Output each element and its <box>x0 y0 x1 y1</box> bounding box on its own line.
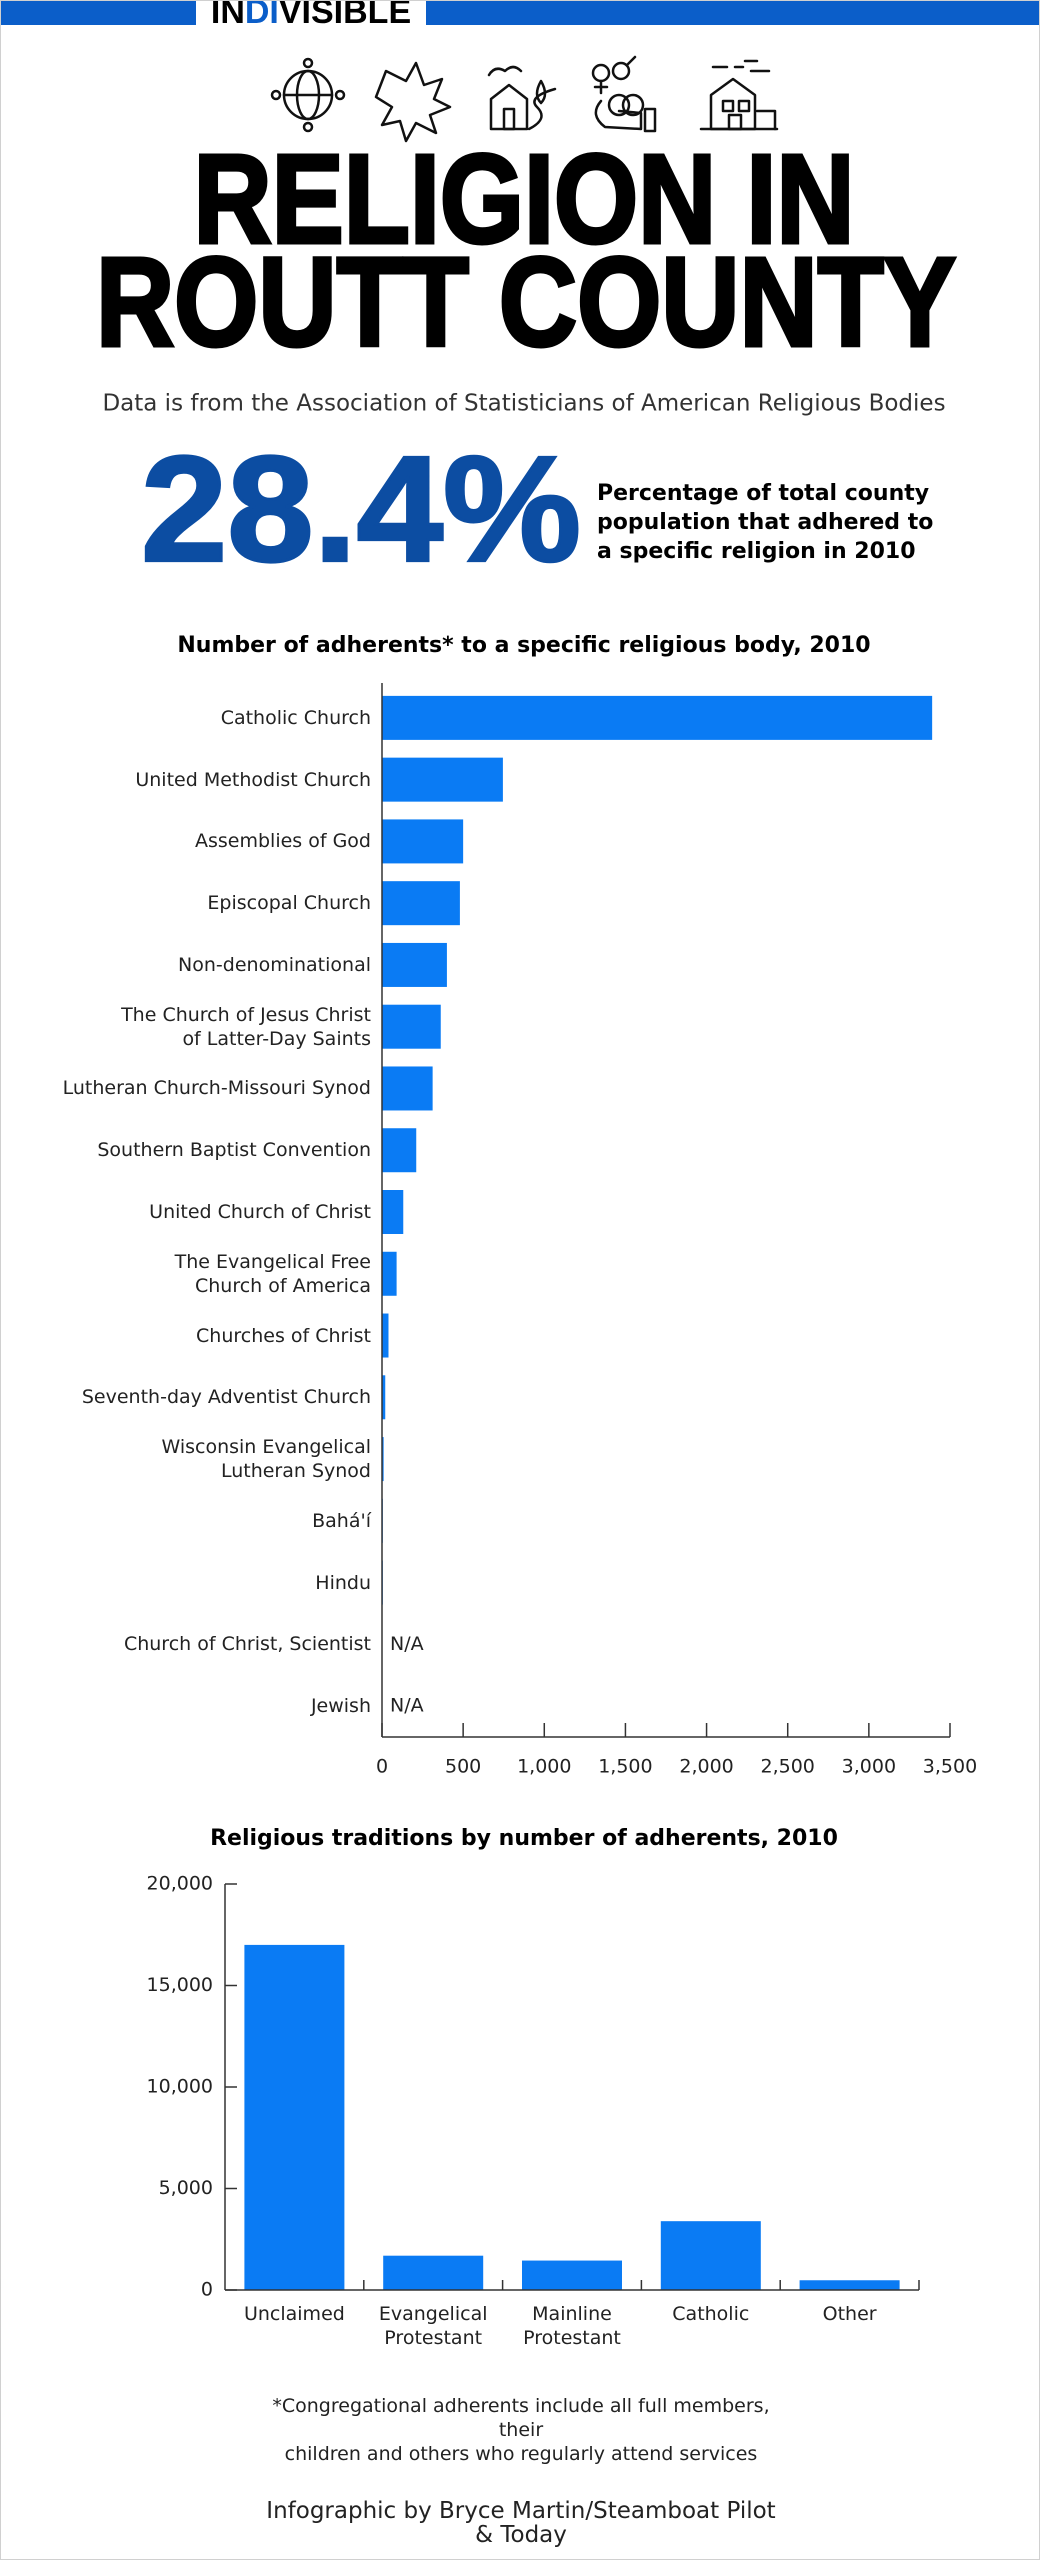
category-label: Catholic Church <box>220 706 371 729</box>
category-label: Jewish <box>310 1695 371 1718</box>
category-label: Evangelical Protestant <box>378 2303 488 2349</box>
category-label: The Evangelical Free Church of America <box>174 1250 371 1297</box>
category-label: Other <box>822 2303 877 2325</box>
category-label: Seventh-day Adventist Church <box>81 1386 371 1409</box>
value-label: N/A <box>390 1695 424 1717</box>
header-bar <box>1 1 196 25</box>
bar <box>522 2260 622 2290</box>
bar <box>382 695 933 740</box>
bar <box>244 1944 345 2290</box>
chart-title: Number of adherents* to a specific relig… <box>177 633 870 658</box>
category-label: Unclaimed <box>243 2303 345 2325</box>
highlight-text: population that adhered to <box>597 510 933 535</box>
header-bar <box>426 1 1039 25</box>
category-label: The Church of Jesus Christ of Latter-Day… <box>121 1003 371 1050</box>
x-tick-label: 1,000 <box>517 1756 571 1778</box>
bar <box>382 1251 397 1296</box>
bar <box>660 2221 761 2290</box>
y-tick-label: 20,000 <box>147 1873 213 1895</box>
category-label: Wisconsin Evangelical Lutheran Synod <box>161 1436 371 1483</box>
category-label: Non-denominational <box>178 953 371 976</box>
x-tick-label: 3,000 <box>842 1756 896 1778</box>
category-label: Church of Christ, Scientist <box>123 1633 371 1656</box>
category-label: Bahá'í <box>312 1509 371 1532</box>
subtitle: Data is from the Association of Statisti… <box>102 391 945 417</box>
category-label: United Methodist Church <box>135 768 371 791</box>
x-tick-label: 2,000 <box>679 1756 733 1778</box>
category-label: Hindu <box>315 1571 371 1594</box>
logo-part: VISIBLE <box>279 1 411 31</box>
bar <box>382 1313 389 1358</box>
bar <box>383 2255 484 2290</box>
bar <box>382 1437 384 1482</box>
x-tick-label: 0 <box>376 1756 388 1778</box>
bar <box>382 1004 441 1049</box>
bar <box>382 1375 386 1420</box>
logo: INDIVISIBLE <box>211 1 411 31</box>
highlight-text: Percentage of total county <box>597 481 929 506</box>
value-label: N/A <box>390 1633 424 1655</box>
bar <box>382 1066 433 1111</box>
category-label: United Church of Christ <box>149 1201 371 1223</box>
bar <box>382 942 447 987</box>
y-tick-label: 5,000 <box>159 2177 213 2199</box>
title: ROUTT COUNTY <box>96 231 956 372</box>
x-tick-label: 2,500 <box>761 1756 815 1778</box>
x-tick-label: 1,500 <box>598 1756 652 1778</box>
category-label: Lutheran Church-Missouri Synod <box>62 1077 371 1100</box>
bar <box>382 819 464 864</box>
title: RELIGION IN <box>194 128 855 269</box>
y-tick-label: 10,000 <box>147 2076 213 2098</box>
chart-title: Religious traditions by number of adhere… <box>210 1826 838 1851</box>
bar <box>382 757 503 802</box>
category-label: Mainline Protestant <box>523 2303 621 2349</box>
icons <box>270 55 779 143</box>
x-tick-label: 3,500 <box>923 1756 977 1778</box>
category-label: Churches of Christ <box>196 1324 371 1347</box>
logo-part: IN <box>211 1 245 31</box>
footnote: *Congregational adherents include all fu… <box>272 2395 770 2465</box>
bar <box>382 881 460 926</box>
highlight-text: a specific religion in 2010 <box>597 539 916 564</box>
credit: Infographic by Bryce Martin/Steamboat Pi… <box>266 2498 776 2548</box>
category-label: Episcopal Church <box>207 892 371 915</box>
highlight-value: 28.4% <box>141 425 581 593</box>
category-label: Catholic <box>672 2303 750 2325</box>
bar <box>382 1128 417 1173</box>
logo-part: DI <box>245 1 279 31</box>
bar <box>382 1190 404 1234</box>
category-label: Assemblies of God <box>194 830 371 853</box>
y-tick-label: 0 <box>201 2279 213 2301</box>
x-tick-label: 500 <box>445 1756 481 1778</box>
y-tick-label: 15,000 <box>147 1974 213 1996</box>
bar <box>799 2280 900 2290</box>
category-label: Southern Baptist Convention <box>97 1139 371 1162</box>
